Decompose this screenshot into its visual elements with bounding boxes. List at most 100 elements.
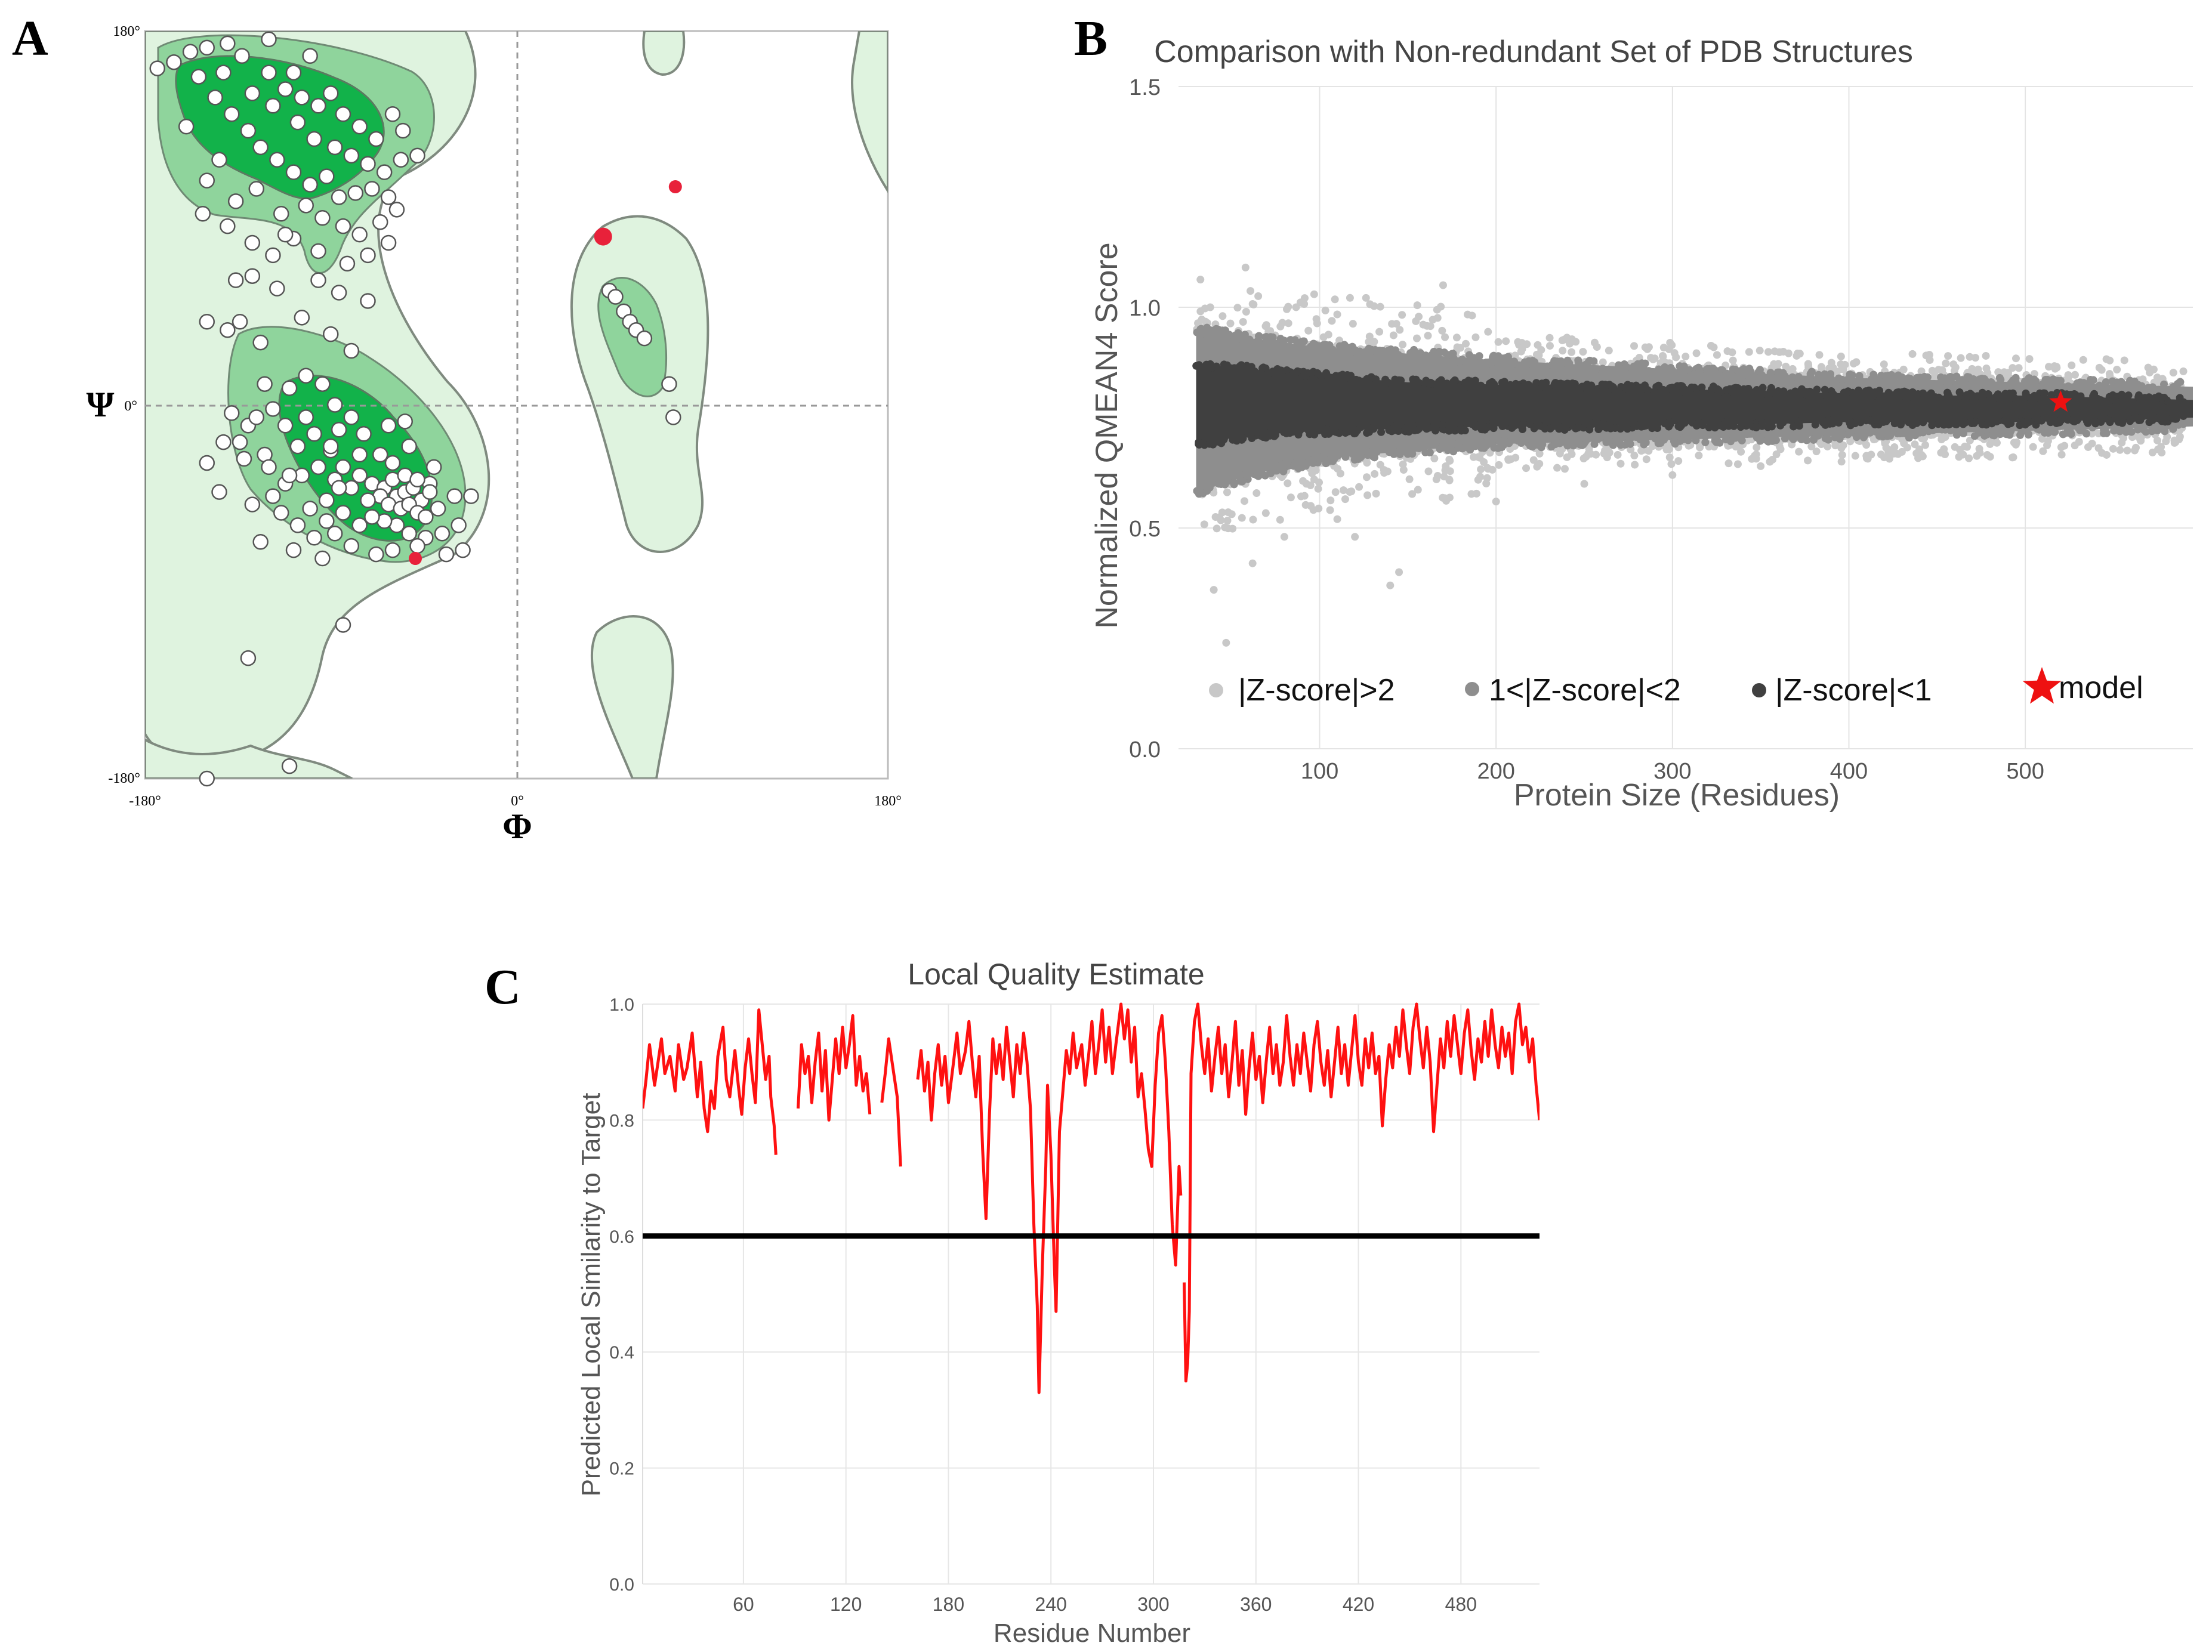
qmean-point-z-gt-2 [2000, 368, 2009, 376]
qmean-point-z-lt-1 [1437, 376, 1445, 384]
qmean-point-z-1-2 [1537, 443, 1545, 452]
qmean-point-z-1-2 [1569, 441, 1578, 450]
qmean-point-z-gt-2 [2088, 430, 2096, 438]
qmean-point-z-1-2 [2017, 428, 2026, 436]
residue-point [227, 272, 244, 288]
qmean-point-z-1-2 [1683, 433, 1691, 441]
qmean-point-z-gt-2 [2009, 453, 2017, 462]
qmean-point-z-1-2 [1641, 359, 1649, 368]
qmean-point-z-lt-1 [1424, 379, 1433, 387]
qmean-point-z-1-2 [1980, 375, 1989, 383]
residue-point [380, 189, 397, 205]
local-quality-data [643, 1002, 1540, 1394]
qmean-point-z-gt-2 [1375, 328, 1384, 336]
qmean-point-z-gt-2 [1492, 498, 1500, 506]
qmean-point-z-gt-2 [1766, 458, 1774, 466]
qmean-point-z-gt-2 [2095, 363, 2103, 372]
qmean-point-z-lt-1 [2093, 394, 2102, 403]
qmean-point-z-1-2 [2127, 378, 2135, 387]
residue-point [335, 459, 351, 475]
qmean-point-z-gt-2 [1430, 454, 1439, 462]
qmean-point-z-gt-2 [1511, 351, 1519, 360]
qmean-point-z-gt-2 [1668, 471, 1677, 479]
qmean-point-z-1-2 [1701, 438, 1710, 446]
qmean-point-z-lt-1 [1874, 421, 1883, 429]
qmean-point-z-lt-1 [1574, 424, 1582, 432]
qmean-point-z-lt-1 [2179, 412, 2188, 420]
qmean-point-z-lt-1 [1935, 393, 1943, 402]
residue-point [364, 509, 380, 525]
qmean-point-z-1-2 [1621, 440, 1630, 449]
qmean-point-z-1-2 [1430, 347, 1438, 356]
residue-point [236, 450, 252, 467]
panel-c-letter: C [485, 959, 521, 1015]
qmean-point-z-1-2 [1990, 431, 1998, 440]
qmean-point-z-1-2 [2056, 376, 2065, 385]
qmean-point-z-gt-2 [2102, 450, 2111, 459]
residue-point [306, 530, 322, 546]
qmean-point-z-lt-1 [1591, 419, 1599, 428]
qmean-point-z-gt-2 [2057, 450, 2066, 459]
outlier-point [594, 227, 612, 246]
qmean-point-z-lt-1 [1955, 388, 1964, 397]
qmean-point-z-1-2 [1766, 369, 1775, 377]
qmean-point-z-gt-2 [1880, 360, 1888, 369]
qmean-point-z-gt-2 [1362, 294, 1370, 302]
qmean-point-z-gt-2 [2154, 445, 2162, 453]
qmean-point-z-gt-2 [1355, 483, 1363, 491]
qmean-point-z-gt-2 [1890, 443, 1899, 451]
qmean-point-z-lt-1 [2037, 416, 2046, 425]
qmean-point-z-gt-2 [1441, 333, 1449, 341]
residue-point [368, 131, 384, 147]
qmean-point-z-gt-2 [1553, 464, 1562, 472]
qmean-point-z-lt-1 [1432, 427, 1440, 435]
qmean-point-z-lt-1 [1359, 377, 1368, 385]
residue-point [199, 455, 215, 471]
qmean-point-z-gt-2 [1942, 359, 1950, 368]
qmean-point-z-lt-1 [1501, 421, 1510, 429]
qmean-point-z-gt-2 [1366, 300, 1374, 308]
qmean-point-z-lt-1 [1568, 379, 1577, 388]
qmean-point-z-gt-2 [1776, 445, 1785, 453]
outlier-point [668, 180, 682, 194]
qmean-point-z-gt-2 [1665, 445, 1674, 453]
local-quality-y-label: Predicted Local Similarity to Target [576, 1093, 606, 1497]
qmean-point-z-gt-2 [1446, 456, 1454, 465]
residue-point [343, 409, 360, 425]
residue-point [319, 513, 335, 529]
qmean-point-z-gt-2 [1307, 502, 1315, 510]
qmean-point-z-lt-1 [1680, 388, 1688, 396]
residue-point [335, 106, 351, 122]
qmean-point-z-lt-1 [1890, 419, 1899, 428]
residue-point [207, 89, 223, 106]
qmean-point-z-1-2 [2178, 387, 2186, 395]
residue-point [178, 118, 195, 135]
qmean-point-z-1-2 [1542, 362, 1550, 370]
qmean-point-z-1-2 [1202, 331, 1210, 339]
qmean-point-z-1-2 [1455, 439, 1463, 447]
qmean-point-z-gt-2 [1925, 351, 1933, 359]
qmean-point-z-gt-2 [1659, 351, 1667, 360]
qmean-point-z-1-2 [2100, 425, 2108, 434]
residue-point [261, 459, 277, 475]
residue-point [310, 98, 326, 114]
residue-point [331, 422, 347, 438]
qmean-point-z-lt-1 [1795, 422, 1803, 430]
qmean-ticks: 0.0 0.5 1.0 1.5 100 200 300 400 500 [1129, 75, 2044, 784]
qmean-point-z-lt-1 [1926, 415, 1934, 423]
qmean-point-z-1-2 [1490, 443, 1498, 452]
qmean-point-z-gt-2 [1371, 470, 1379, 478]
lq-x-tick: 180 [933, 1594, 964, 1615]
qmean-point-z-1-2 [1312, 341, 1321, 350]
residue-point [211, 484, 227, 500]
residue-point [351, 226, 368, 243]
qmean-point-z-gt-2 [2113, 365, 2121, 373]
residue-point [401, 438, 417, 455]
qmean-point-z-gt-2 [1713, 351, 1721, 359]
qmean-point-z-lt-1 [1335, 429, 1343, 437]
qmean-point-z-gt-2 [2094, 444, 2103, 452]
qmean-point-z-1-2 [1477, 444, 1485, 452]
residue-point [294, 89, 310, 106]
qmean-point-z-lt-1 [1776, 421, 1785, 430]
qmean-point-z-lt-1 [1896, 421, 1905, 429]
